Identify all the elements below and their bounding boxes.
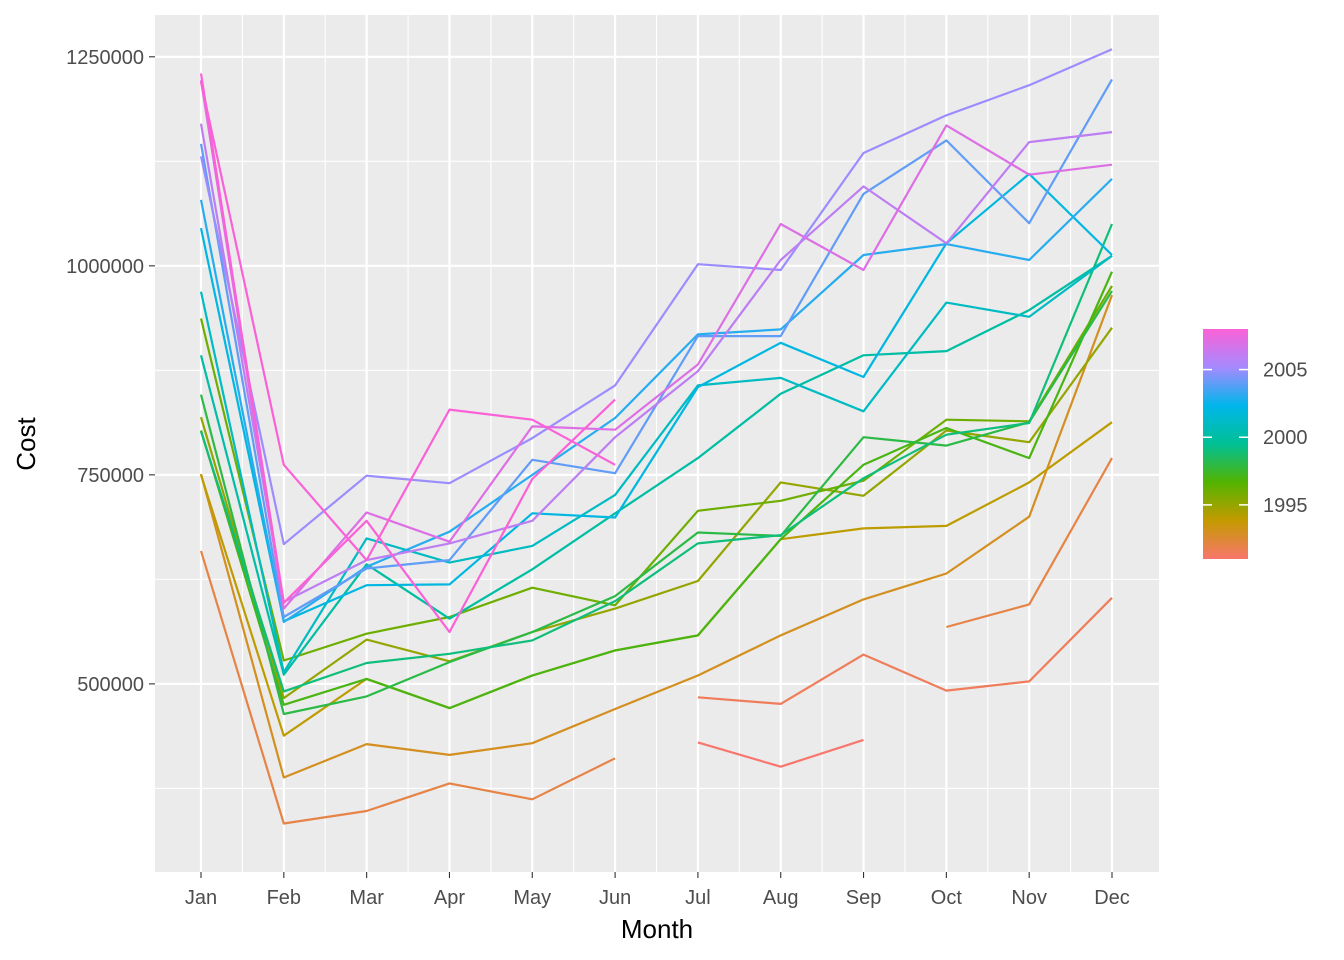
- x-tick-label: Nov: [1011, 887, 1047, 909]
- series-line: [199, 457, 1113, 825]
- x-tick-label: Oct: [931, 887, 963, 909]
- grid-major: [155, 15, 1159, 872]
- series-line: [199, 48, 1113, 546]
- series-line: [697, 738, 864, 768]
- series-line: [199, 172, 1113, 623]
- grid-minor: [155, 15, 1159, 872]
- x-tick-label: Aug: [763, 887, 799, 909]
- colorbar-tick-label: 1995: [1263, 495, 1308, 517]
- y-axis-title: Cost: [11, 416, 41, 470]
- series-line: [199, 73, 616, 634]
- series-line: [199, 80, 1113, 610]
- x-axis: Jan Feb Mar Apr May Jun Jul Aug Sep Oct Nov Dec: [185, 872, 1130, 909]
- series-line: [199, 81, 616, 562]
- colorbar: [1203, 329, 1248, 559]
- x-tick-label: Jan: [185, 887, 217, 909]
- x-tick-label: Sep: [846, 887, 882, 909]
- y-axis: 500000 750000 1000000 1250000: [66, 47, 155, 696]
- series-line: [199, 254, 1113, 674]
- x-tick-label: May: [513, 887, 551, 909]
- y-tick-label: 1250000: [66, 47, 144, 69]
- colorbar-tick-label: 2005: [1263, 360, 1308, 382]
- series-line: [697, 597, 1113, 705]
- y-tick-label: 750000: [77, 465, 144, 487]
- series-line: [199, 290, 1113, 716]
- x-tick-label: Jul: [685, 887, 711, 909]
- series-line: [199, 254, 1113, 676]
- series-line: [199, 223, 1114, 693]
- x-tick-label: Mar: [349, 887, 384, 909]
- colorbar-ticks: 1995 2000 2005: [1203, 360, 1308, 517]
- series-layer: [199, 48, 1114, 825]
- colorbar-tick-label: 2000: [1263, 427, 1308, 449]
- series-line: [199, 294, 1114, 779]
- x-tick-label: Jun: [599, 887, 631, 909]
- x-tick-label: Dec: [1094, 887, 1130, 909]
- legend-colorbar: 1995 2000 2005: [1203, 329, 1308, 559]
- x-axis-title: Month: [621, 914, 693, 944]
- x-tick-label: Feb: [267, 887, 301, 909]
- x-tick-label: Apr: [434, 887, 465, 909]
- y-tick-label: 1000000: [66, 256, 144, 278]
- series-line: [199, 123, 1113, 603]
- series-line: [199, 285, 1113, 662]
- y-tick-label: 500000: [77, 674, 144, 696]
